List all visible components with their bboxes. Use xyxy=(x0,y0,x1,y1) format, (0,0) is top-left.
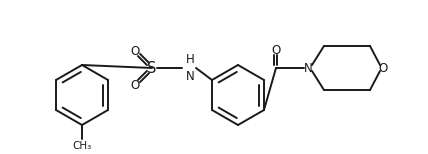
Text: N: N xyxy=(303,61,312,75)
Text: O: O xyxy=(378,61,388,75)
Text: O: O xyxy=(131,79,140,91)
Text: O: O xyxy=(271,43,281,57)
Text: O: O xyxy=(131,45,140,57)
Text: CH₃: CH₃ xyxy=(72,141,92,151)
Text: H: H xyxy=(186,53,195,66)
Text: N: N xyxy=(186,70,195,83)
Text: S: S xyxy=(147,61,157,75)
